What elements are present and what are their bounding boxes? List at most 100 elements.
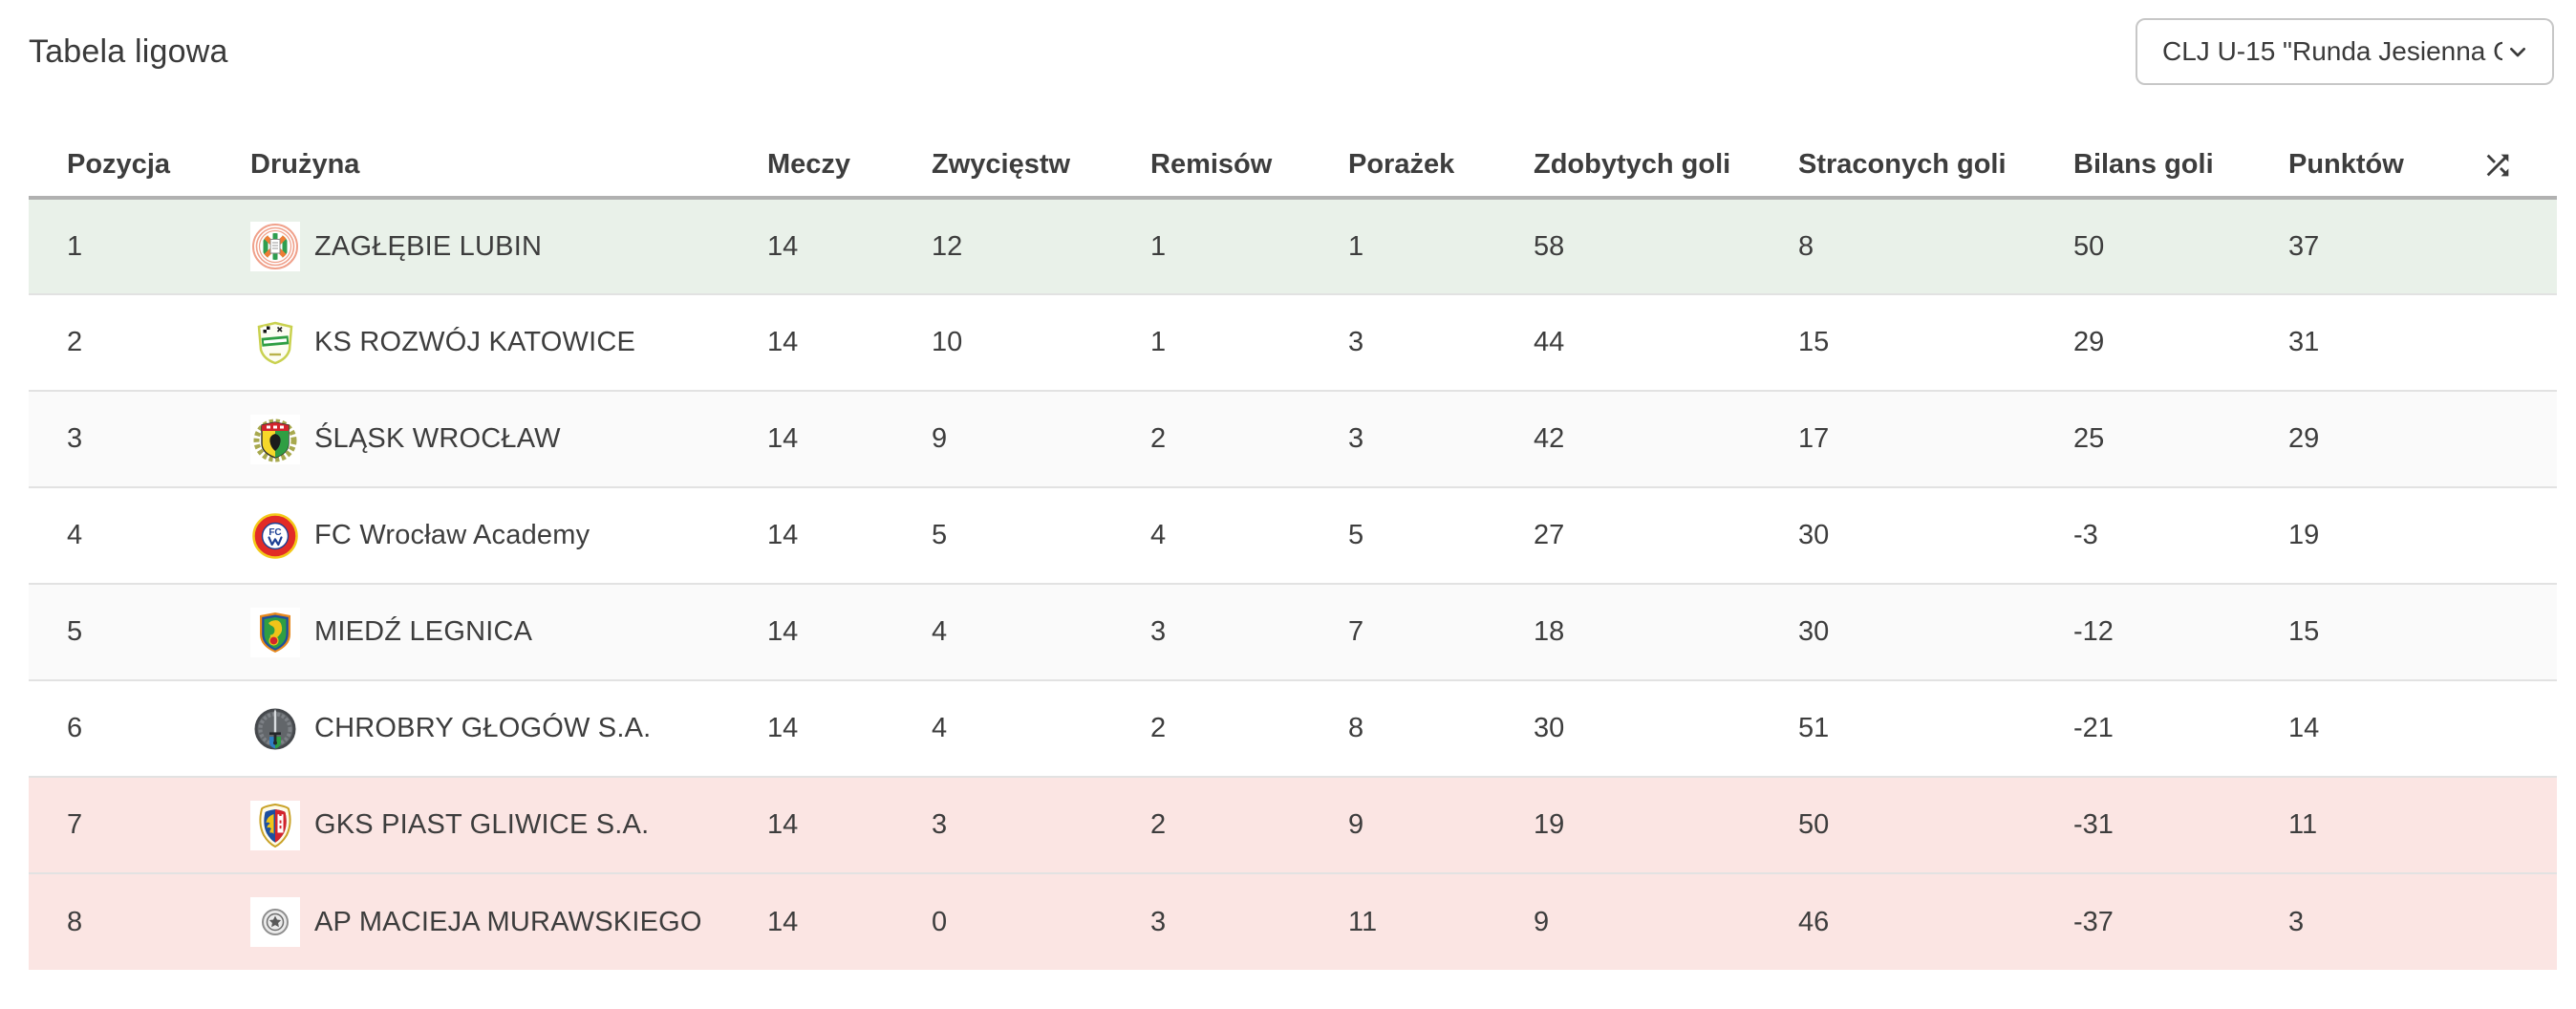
matches-cell: 14 bbox=[767, 616, 799, 647]
col-header-matches: Meczy bbox=[767, 149, 851, 180]
points-cell: 14 bbox=[2288, 713, 2320, 743]
goals-against-cell: 30 bbox=[1798, 616, 1830, 647]
draws-cell: 2 bbox=[1150, 713, 1167, 743]
goal-balance-cell: 25 bbox=[2073, 423, 2105, 454]
draws-cell: 3 bbox=[1150, 906, 1167, 937]
matches-cell: 14 bbox=[767, 423, 799, 454]
points-cell: 29 bbox=[2288, 423, 2320, 454]
ap-macieja-murawskiego-badge bbox=[250, 897, 300, 947]
table-header-row: Pozycja Drużyna Meczy Zwycięstw Remisów … bbox=[29, 134, 2557, 198]
chrobry-glogow-badge bbox=[250, 703, 300, 754]
goals-for-cell: 27 bbox=[1534, 520, 1565, 550]
points-cell: 19 bbox=[2288, 520, 2320, 550]
page-title: Tabela ligowa bbox=[29, 32, 228, 70]
draws-cell: 1 bbox=[1150, 327, 1167, 357]
goals-against-cell: 50 bbox=[1798, 809, 1830, 840]
table-row[interactable]: 8 AP MACIEJA MURAWSKIEGO 14 0 3 11 9 46 … bbox=[29, 873, 2557, 970]
draws-cell: 2 bbox=[1150, 423, 1167, 454]
table-row[interactable]: 7 GKS PIAST GLIWICE S.A. 14 3 2 9 19 50 … bbox=[29, 777, 2557, 873]
rozwoj-katowice-badge bbox=[250, 317, 300, 368]
league-table: Pozycja Drużyna Meczy Zwycięstw Remisów … bbox=[29, 134, 2557, 970]
draws-cell: 2 bbox=[1150, 809, 1167, 840]
table-row[interactable]: 4 FC Wrocław Academy 14 5 4 5 27 30 -3 1… bbox=[29, 487, 2557, 584]
col-header-draws: Remisów bbox=[1150, 149, 1273, 180]
col-header-team: Drużyna bbox=[250, 149, 360, 180]
shuffle-spacer-cell bbox=[2479, 391, 2557, 487]
season-dropdown-value: CLJ U-15 "Runda Jesienna G... bbox=[2162, 36, 2502, 66]
wins-cell: 4 bbox=[932, 616, 948, 647]
wins-cell: 0 bbox=[932, 906, 948, 937]
slask-wroclaw-badge bbox=[250, 414, 300, 464]
losses-cell: 8 bbox=[1348, 713, 1364, 743]
goal-balance-cell: -3 bbox=[2073, 520, 2098, 550]
table-row[interactable]: 5 MIEDŹ LEGNICA 14 4 3 7 18 30 -12 15 bbox=[29, 584, 2557, 680]
matches-cell: 14 bbox=[767, 713, 799, 743]
shuffle-button[interactable] bbox=[2479, 146, 2517, 184]
goals-for-cell: 18 bbox=[1534, 616, 1565, 647]
goal-balance-cell: -31 bbox=[2073, 809, 2114, 840]
col-header-goals-for: Zdobytych goli bbox=[1534, 149, 1731, 180]
table-row[interactable]: 1 ZAGŁĘBIE LUBIN 14 12 1 1 58 8 50 37 bbox=[29, 198, 2557, 294]
team-name: ŚLĄSK WROCŁAW bbox=[314, 423, 561, 454]
table-row[interactable]: 6 CHROBRY GŁOGÓW S.A. 14 4 2 8 30 51 -21… bbox=[29, 680, 2557, 777]
position-cell: 1 bbox=[67, 230, 83, 262]
col-header-shuffle bbox=[2479, 134, 2557, 198]
goal-balance-cell: -37 bbox=[2073, 906, 2114, 937]
goals-against-cell: 17 bbox=[1798, 423, 1830, 454]
shuffle-spacer-cell bbox=[2479, 680, 2557, 777]
col-header-wins: Zwycięstw bbox=[932, 149, 1071, 180]
goals-against-cell: 30 bbox=[1798, 520, 1830, 550]
chevron-down-icon bbox=[2502, 36, 2533, 67]
draws-cell: 1 bbox=[1150, 230, 1167, 262]
losses-cell: 9 bbox=[1348, 809, 1364, 840]
position-cell: 4 bbox=[67, 520, 83, 550]
team-name: FC Wrocław Academy bbox=[314, 520, 590, 550]
matches-cell: 14 bbox=[767, 809, 799, 840]
wins-cell: 10 bbox=[932, 327, 963, 357]
position-cell: 6 bbox=[67, 713, 83, 743]
wins-cell: 3 bbox=[932, 809, 948, 840]
col-header-goals-against: Straconych goli bbox=[1798, 149, 2007, 180]
shuffle-spacer-cell bbox=[2479, 777, 2557, 873]
losses-cell: 5 bbox=[1348, 520, 1364, 550]
losses-cell: 3 bbox=[1348, 327, 1364, 357]
losses-cell: 1 bbox=[1348, 230, 1364, 262]
losses-cell: 7 bbox=[1348, 616, 1364, 647]
shuffle-spacer-cell bbox=[2479, 487, 2557, 584]
matches-cell: 14 bbox=[767, 520, 799, 550]
goals-for-cell: 44 bbox=[1534, 327, 1565, 357]
goals-against-cell: 46 bbox=[1798, 906, 1830, 937]
goals-for-cell: 19 bbox=[1534, 809, 1565, 840]
goal-balance-cell: 50 bbox=[2073, 230, 2105, 262]
goals-against-cell: 51 bbox=[1798, 713, 1830, 743]
team-cell: KS ROZWÓJ KATOWICE bbox=[250, 294, 767, 391]
goal-balance-cell: 29 bbox=[2073, 327, 2105, 357]
zaglebie-lubin-badge bbox=[250, 222, 300, 271]
goals-for-cell: 42 bbox=[1534, 423, 1565, 454]
position-cell: 3 bbox=[67, 423, 83, 454]
season-dropdown[interactable]: CLJ U-15 "Runda Jesienna G... bbox=[2136, 18, 2554, 85]
team-cell: CHROBRY GŁOGÓW S.A. bbox=[250, 680, 767, 777]
team-cell: GKS PIAST GLIWICE S.A. bbox=[250, 777, 767, 873]
fc-wroclaw-academy-badge bbox=[250, 510, 300, 561]
position-cell: 7 bbox=[67, 809, 83, 840]
goal-balance-cell: -12 bbox=[2073, 616, 2114, 647]
team-name: CHROBRY GŁOGÓW S.A. bbox=[314, 713, 652, 743]
team-cell: AP MACIEJA MURAWSKIEGO bbox=[250, 873, 767, 970]
col-header-points: Punktów bbox=[2288, 149, 2404, 180]
table-header: Pozycja Drużyna Meczy Zwycięstw Remisów … bbox=[29, 134, 2557, 198]
wins-cell: 12 bbox=[932, 230, 963, 262]
team-name: AP MACIEJA MURAWSKIEGO bbox=[314, 906, 702, 937]
col-header-losses: Porażek bbox=[1348, 149, 1455, 180]
losses-cell: 11 bbox=[1348, 906, 1378, 937]
points-cell: 11 bbox=[2288, 809, 2318, 840]
matches-cell: 14 bbox=[767, 327, 799, 357]
piast-gliwice-badge bbox=[250, 800, 300, 850]
position-cell: 5 bbox=[67, 616, 83, 647]
goals-for-cell: 58 bbox=[1534, 230, 1565, 262]
wins-cell: 4 bbox=[932, 713, 948, 743]
team-cell: MIEDŹ LEGNICA bbox=[250, 584, 767, 680]
shuffle-spacer-cell bbox=[2479, 873, 2557, 970]
table-row[interactable]: 2 KS ROZWÓJ KATOWICE 14 10 1 3 44 15 29 … bbox=[29, 294, 2557, 391]
table-row[interactable]: 3 ŚLĄSK WROCŁAW 14 9 2 3 42 17 25 29 bbox=[29, 391, 2557, 487]
